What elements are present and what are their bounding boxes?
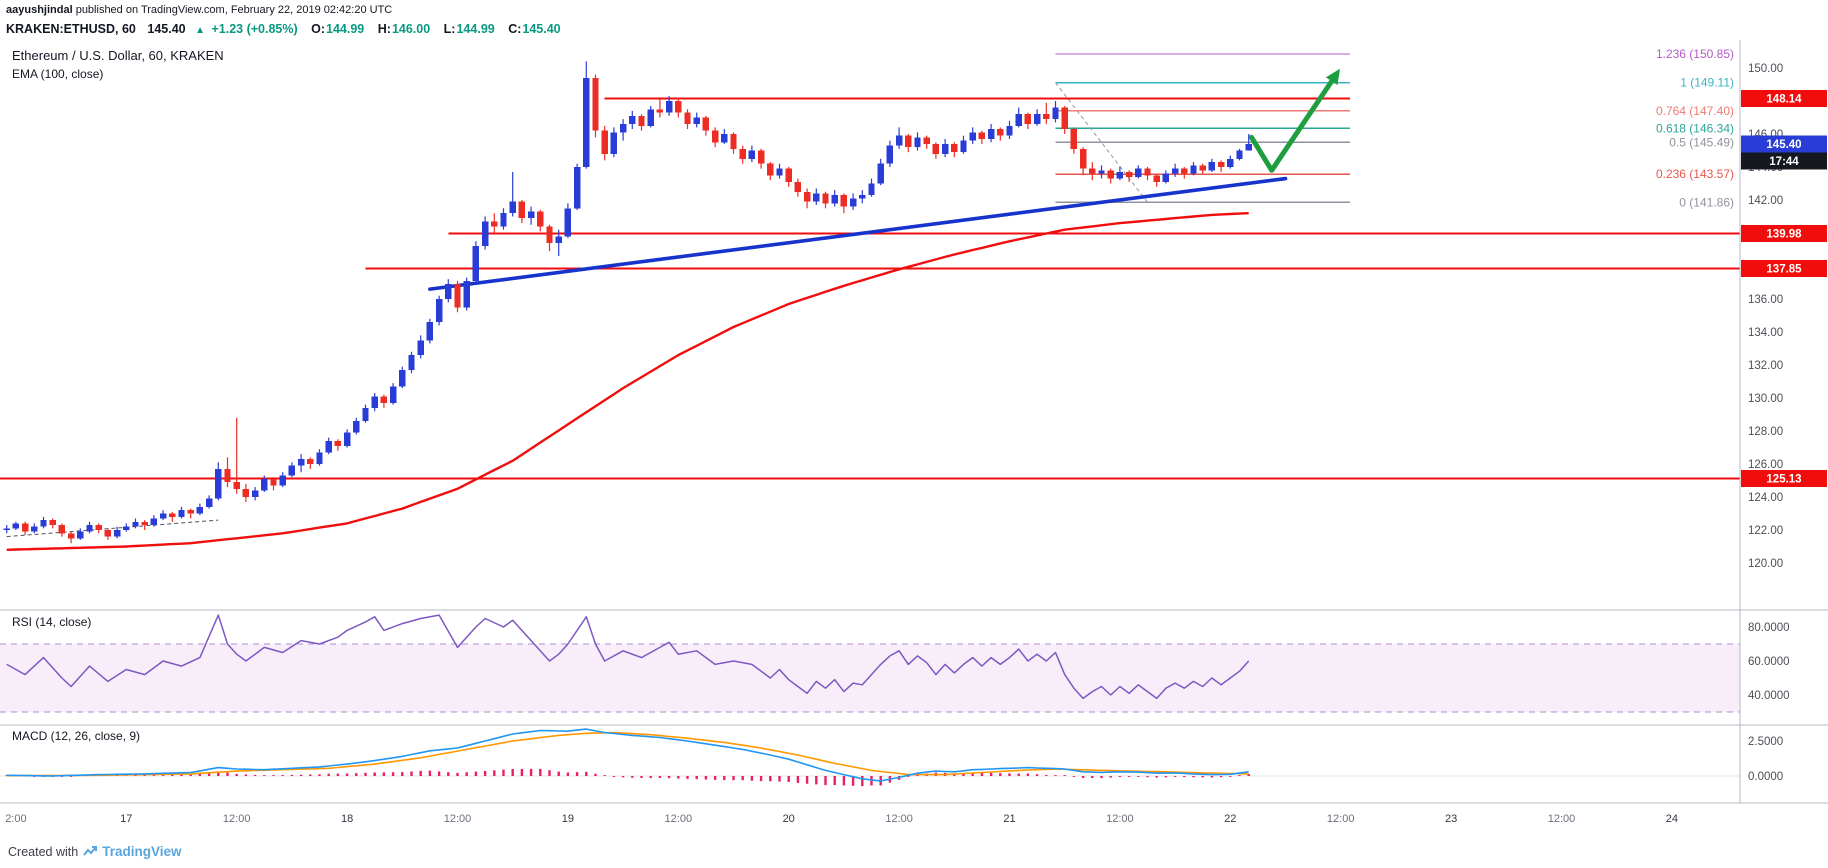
ohlc-open-value: 144.99 <box>326 22 365 36</box>
fib-level-label: 0 (141.86) <box>1679 195 1734 209</box>
time-tick-label: 17 <box>120 813 132 825</box>
macd-tick-label: 2.5000 <box>1748 736 1783 748</box>
countdown-badge <box>1741 152 1827 170</box>
price-tick-label: 124.00 <box>1748 492 1783 504</box>
price-tick-label: 132.00 <box>1748 360 1783 372</box>
time-tick-label: 12:00 <box>1327 813 1355 825</box>
symbol-info-bar: KRAKEN:ETHUSD, 60 145.40 ▲ +1.23 (+0.85%… <box>0 18 1828 40</box>
price-level-badge-label: 148.14 <box>1766 94 1802 106</box>
ohlc-high-label: H: <box>377 22 391 36</box>
price-tick-label: 120.00 <box>1748 558 1783 570</box>
tradingview-logo-icon <box>83 846 98 856</box>
price-tick-label: 150.00 <box>1748 63 1783 75</box>
fib-level-label: 0.618 (146.34) <box>1656 121 1734 135</box>
time-tick-label: 12:00 <box>885 813 913 825</box>
ohlc-close-value: 145.40 <box>522 22 561 36</box>
macd-panel-title: MACD (12, 26, close, 9) <box>12 729 140 743</box>
created-with-text: Created with <box>8 844 79 859</box>
time-tick-label: 20 <box>783 813 795 825</box>
chart-canvas[interactable]: 1.236 (150.85) 1 (149.11) 0.764 (147.40) 0.… <box>0 40 1828 835</box>
ohlc-open: O:144.99 <box>311 22 364 36</box>
price-tick-label: 126.00 <box>1748 459 1783 471</box>
price-level-badge <box>1741 90 1827 108</box>
ema-indicator-label: EMA (100, close) <box>12 67 103 81</box>
time-tick-label: 12:00 <box>223 813 251 825</box>
time-tick-label: 22 <box>1224 813 1236 825</box>
fib-level-label: 0.5 (145.49) <box>1669 135 1734 149</box>
rsi-line <box>6 614 1250 700</box>
ohlc-low-value: 144.99 <box>456 22 495 36</box>
sketch-dashed-line <box>6 519 219 538</box>
price-level-badge <box>1741 259 1827 277</box>
ohlc-low: L:144.99 <box>444 22 495 36</box>
author-name: aayushjindal <box>6 4 73 16</box>
publish-text: published on TradingView.com, February 2… <box>72 4 393 16</box>
fib-level-label: 0.236 (143.57) <box>1656 167 1734 181</box>
fib-level-label: 0.764 (147.40) <box>1656 104 1734 118</box>
price-level-badge-label: 139.98 <box>1766 228 1802 240</box>
last-price: 145.40 <box>147 22 186 36</box>
price-tick-label: 134.00 <box>1748 327 1783 339</box>
ohlc-close: C:145.40 <box>508 22 560 36</box>
credit-bar: Created with TradingView <box>0 835 1828 868</box>
rsi-tick-label: 60.0000 <box>1748 656 1790 668</box>
current-price-badge-label: 145.40 <box>1766 139 1801 151</box>
price-level-badge <box>1741 224 1827 242</box>
fib-level-label: 1 (149.11) <box>1680 76 1734 90</box>
rsi-tick-label: 40.0000 <box>1748 690 1790 702</box>
tradingview-logo[interactable]: TradingView <box>83 844 181 859</box>
ohlc-high: H:146.00 <box>378 22 430 36</box>
time-tick-label: 23 <box>1445 813 1457 825</box>
time-tick-label: 12:00 <box>1106 813 1134 825</box>
price-tick-label: 128.00 <box>1748 426 1783 438</box>
rsi-panel-title: RSI (14, close) <box>12 615 91 629</box>
rsi-band <box>0 644 1740 712</box>
main-panel-title: Ethereum / U.S. Dollar, 60, KRAKEN <box>12 48 224 63</box>
up-triangle-icon: ▲ <box>195 25 205 36</box>
macd-tick-label: 0.0000 <box>1748 771 1783 783</box>
time-tick-label: 12:00 <box>665 813 693 825</box>
ema-line <box>6 212 1249 551</box>
time-tick-label: 12:00 <box>444 813 472 825</box>
fib-level-label: 1.236 (150.85) <box>1656 47 1734 61</box>
candlestick-series <box>3 61 1252 544</box>
time-tick-label: 19 <box>562 813 574 825</box>
symbol-name: KRAKEN:ETHUSD, 60 <box>6 22 136 36</box>
macd-line <box>6 728 1249 782</box>
price-level-badge <box>1741 469 1827 487</box>
green-arrow <box>1249 68 1341 173</box>
trend-line <box>428 176 1288 291</box>
rsi-tick-label: 80.0000 <box>1748 622 1790 634</box>
ohlc-low-label: L: <box>443 22 456 36</box>
price-level-badge-label: 137.85 <box>1766 263 1802 275</box>
tradingview-logo-text: TradingView <box>102 844 182 859</box>
countdown-badge-label: 17:44 <box>1769 156 1799 168</box>
ohlc-close-label: C: <box>508 22 522 36</box>
time-tick-label: 24 <box>1666 813 1678 825</box>
time-tick-label: 18 <box>341 813 353 825</box>
price-tick-label: 130.00 <box>1748 393 1783 405</box>
price-tick-label: 142.00 <box>1748 195 1783 207</box>
publish-info: aayushjindal published on TradingView.co… <box>0 0 1828 18</box>
time-tick-label: 2:00 <box>5 813 26 825</box>
price-change: +1.23 (+0.85%) <box>211 22 298 36</box>
price-tick-label: 122.00 <box>1748 525 1783 537</box>
ohlc-open-label: O: <box>311 22 326 36</box>
time-tick-label: 12:00 <box>1548 813 1576 825</box>
price-level-badge-label: 125.13 <box>1766 473 1801 485</box>
time-tick-label: 21 <box>1003 813 1015 825</box>
price-tick-label: 136.00 <box>1748 294 1783 306</box>
macd-signal-line <box>6 731 1249 777</box>
ohlc-high-value: 146.00 <box>391 22 431 36</box>
current-price-badge <box>1741 135 1827 153</box>
